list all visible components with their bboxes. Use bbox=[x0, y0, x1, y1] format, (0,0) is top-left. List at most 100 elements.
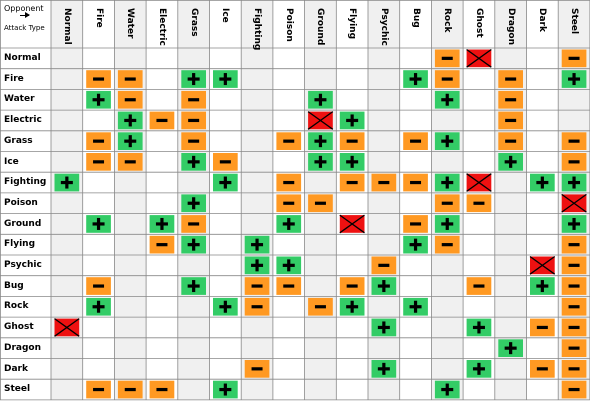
minus-icon bbox=[93, 284, 105, 288]
minus-icon bbox=[505, 139, 517, 143]
type-cell-rock-vs-fire bbox=[86, 297, 111, 316]
minus-icon bbox=[124, 98, 136, 102]
row-header-ice: Ice bbox=[4, 156, 19, 167]
type-cell-water-vs-water bbox=[117, 90, 143, 109]
type-cell-poison-vs-steel bbox=[561, 193, 587, 213]
column-band bbox=[368, 0, 400, 400]
row-label-band bbox=[0, 110, 51, 131]
minus-icon bbox=[505, 98, 517, 102]
type-cell-psychic-vs-dark bbox=[529, 255, 556, 275]
type-cell-electric-vs-electric bbox=[149, 111, 175, 130]
column-header-rock: Rock bbox=[442, 8, 453, 33]
minus-icon bbox=[251, 367, 263, 371]
type-cell-fire-vs-steel bbox=[561, 70, 587, 88]
row-label-band bbox=[0, 255, 51, 276]
minus-icon bbox=[188, 222, 200, 226]
type-cell-dark-vs-steel bbox=[561, 360, 587, 378]
type-cell-fire-vs-ice bbox=[213, 70, 238, 88]
column-header-electric: Electric bbox=[156, 8, 167, 46]
type-cell-normal-vs-rock bbox=[434, 49, 460, 68]
column-band bbox=[494, 0, 527, 400]
type-cell-ghost-vs-normal bbox=[54, 318, 80, 337]
minus-icon bbox=[188, 139, 200, 143]
type-cell-ice-vs-dragon bbox=[498, 153, 523, 171]
row-label-band bbox=[0, 379, 51, 400]
column-header-grass: Grass bbox=[188, 8, 199, 37]
type-cell-water-vs-dragon bbox=[498, 90, 523, 109]
minus-icon bbox=[378, 180, 390, 185]
minus-icon bbox=[156, 387, 168, 392]
type-cell-fire-vs-dragon bbox=[498, 70, 523, 88]
column-header-ice: Ice bbox=[220, 8, 231, 23]
minus-icon bbox=[346, 139, 358, 143]
type-cell-fighting-vs-ice bbox=[213, 173, 238, 192]
type-cell-fighting-vs-steel bbox=[561, 173, 587, 192]
type-cell-grass-vs-steel bbox=[561, 132, 587, 150]
type-cell-ground-vs-electric bbox=[149, 215, 175, 233]
type-cell-psychic-vs-psychic bbox=[371, 256, 397, 275]
minus-icon bbox=[93, 387, 105, 392]
minus-icon bbox=[314, 201, 326, 205]
minus-icon bbox=[124, 77, 136, 81]
type-cell-grass-vs-ground bbox=[308, 132, 333, 150]
type-cell-bug-vs-grass bbox=[181, 277, 206, 295]
row-header-flying: Flying bbox=[4, 239, 36, 250]
row-label-band bbox=[0, 358, 51, 380]
column-band bbox=[51, 0, 83, 400]
type-cell-steel-vs-rock bbox=[434, 380, 460, 399]
type-cell-flying-vs-rock bbox=[434, 235, 460, 254]
type-cell-fire-vs-fire bbox=[86, 70, 111, 88]
type-cell-dragon-vs-dragon bbox=[498, 339, 523, 357]
type-cell-bug-vs-poison bbox=[276, 277, 302, 295]
type-cell-ghost-vs-psychic bbox=[371, 318, 397, 337]
type-cell-fighting-vs-bug bbox=[403, 173, 428, 192]
column-header-normal: Normal bbox=[61, 8, 72, 45]
type-cell-normal-vs-ghost bbox=[466, 48, 492, 68]
type-cell-water-vs-ground bbox=[308, 90, 333, 109]
column-band bbox=[399, 0, 432, 400]
type-cell-ground-vs-rock bbox=[434, 215, 460, 233]
type-cell-ice-vs-steel bbox=[561, 153, 587, 171]
row-header-normal: Normal bbox=[4, 53, 41, 63]
type-cell-flying-vs-steel bbox=[561, 235, 587, 254]
type-cell-poison-vs-ghost bbox=[466, 194, 492, 213]
minus-icon bbox=[314, 305, 326, 309]
type-cell-grass-vs-dragon bbox=[498, 132, 523, 150]
type-cell-bug-vs-ghost bbox=[466, 277, 492, 295]
row-label-band bbox=[0, 130, 51, 152]
row-header-poison: Poison bbox=[4, 197, 38, 208]
row-label-band bbox=[0, 151, 51, 173]
row-header-ground: Ground bbox=[4, 218, 42, 229]
minus-icon bbox=[410, 180, 422, 185]
minus-icon bbox=[283, 201, 295, 205]
type-cell-bug-vs-fighting bbox=[244, 277, 270, 295]
minus-icon bbox=[93, 160, 105, 164]
column-band bbox=[146, 0, 178, 400]
type-cell-poison-vs-grass bbox=[181, 194, 206, 213]
minus-icon bbox=[568, 305, 580, 309]
type-cell-ground-vs-steel bbox=[561, 215, 587, 233]
minus-icon bbox=[188, 98, 200, 102]
column-band bbox=[526, 0, 559, 400]
minus-icon bbox=[124, 387, 136, 392]
type-cell-dark-vs-dark bbox=[530, 360, 555, 378]
column-header-steel: Steel bbox=[569, 8, 580, 35]
minus-icon bbox=[219, 160, 231, 164]
type-cell-grass-vs-fire bbox=[86, 132, 111, 150]
corner-opponent-label: Opponent bbox=[4, 4, 44, 13]
type-cell-grass-vs-poison bbox=[276, 132, 302, 150]
type-cell-psychic-vs-fighting bbox=[244, 256, 270, 275]
minus-icon bbox=[441, 243, 453, 247]
minus-icon bbox=[473, 284, 485, 288]
type-cell-electric-vs-water bbox=[117, 111, 143, 130]
type-cell-ice-vs-water bbox=[117, 153, 143, 171]
row-label-band bbox=[0, 192, 51, 214]
type-cell-water-vs-grass bbox=[181, 90, 206, 109]
type-cell-ice-vs-flying bbox=[339, 153, 365, 171]
type-cell-fire-vs-water bbox=[117, 70, 143, 88]
minus-icon bbox=[568, 160, 580, 164]
minus-icon bbox=[568, 243, 580, 247]
type-cell-normal-vs-steel bbox=[561, 49, 587, 68]
type-cell-fighting-vs-normal bbox=[54, 173, 80, 192]
